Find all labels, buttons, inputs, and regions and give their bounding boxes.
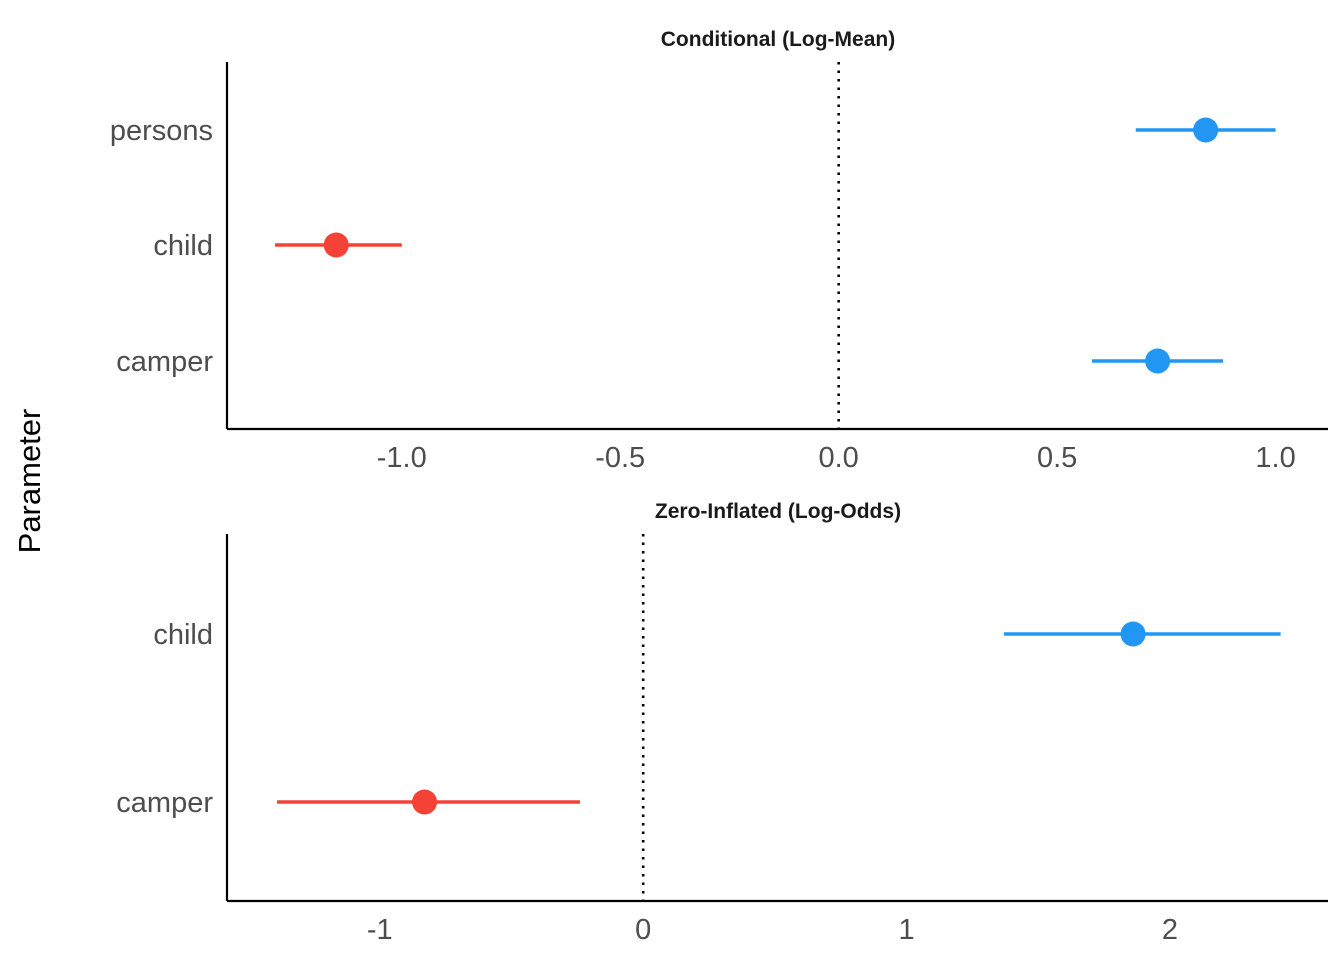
y-axis-title: Parameter bbox=[12, 409, 47, 554]
point-estimate-child bbox=[1120, 621, 1146, 647]
y-category-label: persons bbox=[110, 115, 213, 147]
y-category-label: camper bbox=[116, 787, 213, 819]
x-tick-label: 0.0 bbox=[819, 442, 859, 474]
x-tick-label: 0.5 bbox=[1037, 442, 1077, 474]
point-estimate-persons bbox=[1193, 117, 1219, 143]
y-category-label: child bbox=[153, 230, 213, 262]
x-tick-label: 0 bbox=[635, 914, 651, 946]
x-tick-label: 1.0 bbox=[1255, 442, 1295, 474]
panel-zero-inflated: Zero-Inflated (Log-Odds) -1 0 1 2 child campe… bbox=[116, 500, 1328, 946]
point-estimate-child bbox=[323, 232, 349, 258]
panel-title: Conditional (Log-Mean) bbox=[661, 28, 895, 51]
x-tick-label: -1.0 bbox=[377, 442, 427, 474]
point-estimate-camper bbox=[1145, 348, 1171, 374]
x-tick-label: 1 bbox=[898, 914, 914, 946]
y-category-label: child bbox=[153, 619, 213, 651]
y-category-label: camper bbox=[116, 346, 213, 378]
x-tick-label: -0.5 bbox=[595, 442, 645, 474]
panel-title: Zero-Inflated (Log-Odds) bbox=[655, 500, 901, 523]
panel-conditional: Conditional (Log-Mean) -1.0 -0.5 0.0 0.5 1.0… bbox=[110, 28, 1328, 474]
x-tick-label: -1 bbox=[367, 914, 393, 946]
x-tick-label: 2 bbox=[1162, 914, 1178, 946]
point-estimate-camper bbox=[412, 789, 438, 815]
